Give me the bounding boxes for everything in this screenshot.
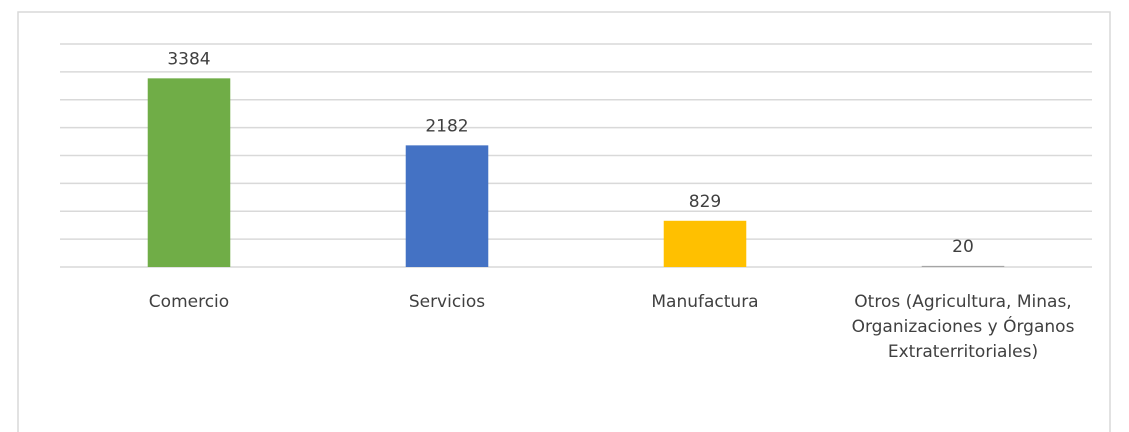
x-tick-label: Comercio — [148, 292, 230, 312]
bar — [663, 220, 747, 267]
data-label: 3384 — [167, 49, 210, 69]
bar — [147, 78, 231, 267]
bar — [405, 145, 489, 267]
data-label: 20 — [952, 237, 974, 257]
x-tick-label: Servicios — [408, 292, 486, 312]
x-tick-label: Otros (Agricultura, Minas, Organizacione… — [851, 292, 1075, 362]
data-label: 829 — [689, 192, 721, 212]
x-tick-label: Manufactura — [651, 292, 759, 312]
data-label: 2182 — [425, 116, 468, 136]
bar — [921, 265, 1005, 267]
